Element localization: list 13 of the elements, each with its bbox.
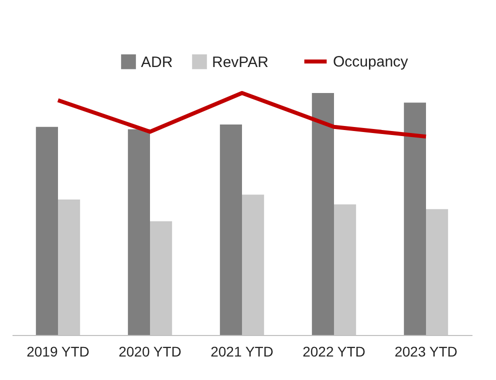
bar <box>312 93 334 335</box>
legend-label: ADR <box>141 54 173 71</box>
x-tick-label: 2023 YTD <box>394 344 458 360</box>
legend-label: RevPAR <box>212 54 269 71</box>
bar <box>220 124 242 335</box>
bar <box>128 129 150 335</box>
x-tick-label: 2021 YTD <box>210 344 274 360</box>
legend-label: Occupancy <box>333 54 409 70</box>
x-tick-label: 2019 YTD <box>26 344 90 360</box>
x-tick-label: 2022 YTD <box>302 344 366 360</box>
x-tick-label: 2020 YTD <box>118 344 182 360</box>
bar <box>404 102 426 335</box>
bar <box>36 126 58 335</box>
